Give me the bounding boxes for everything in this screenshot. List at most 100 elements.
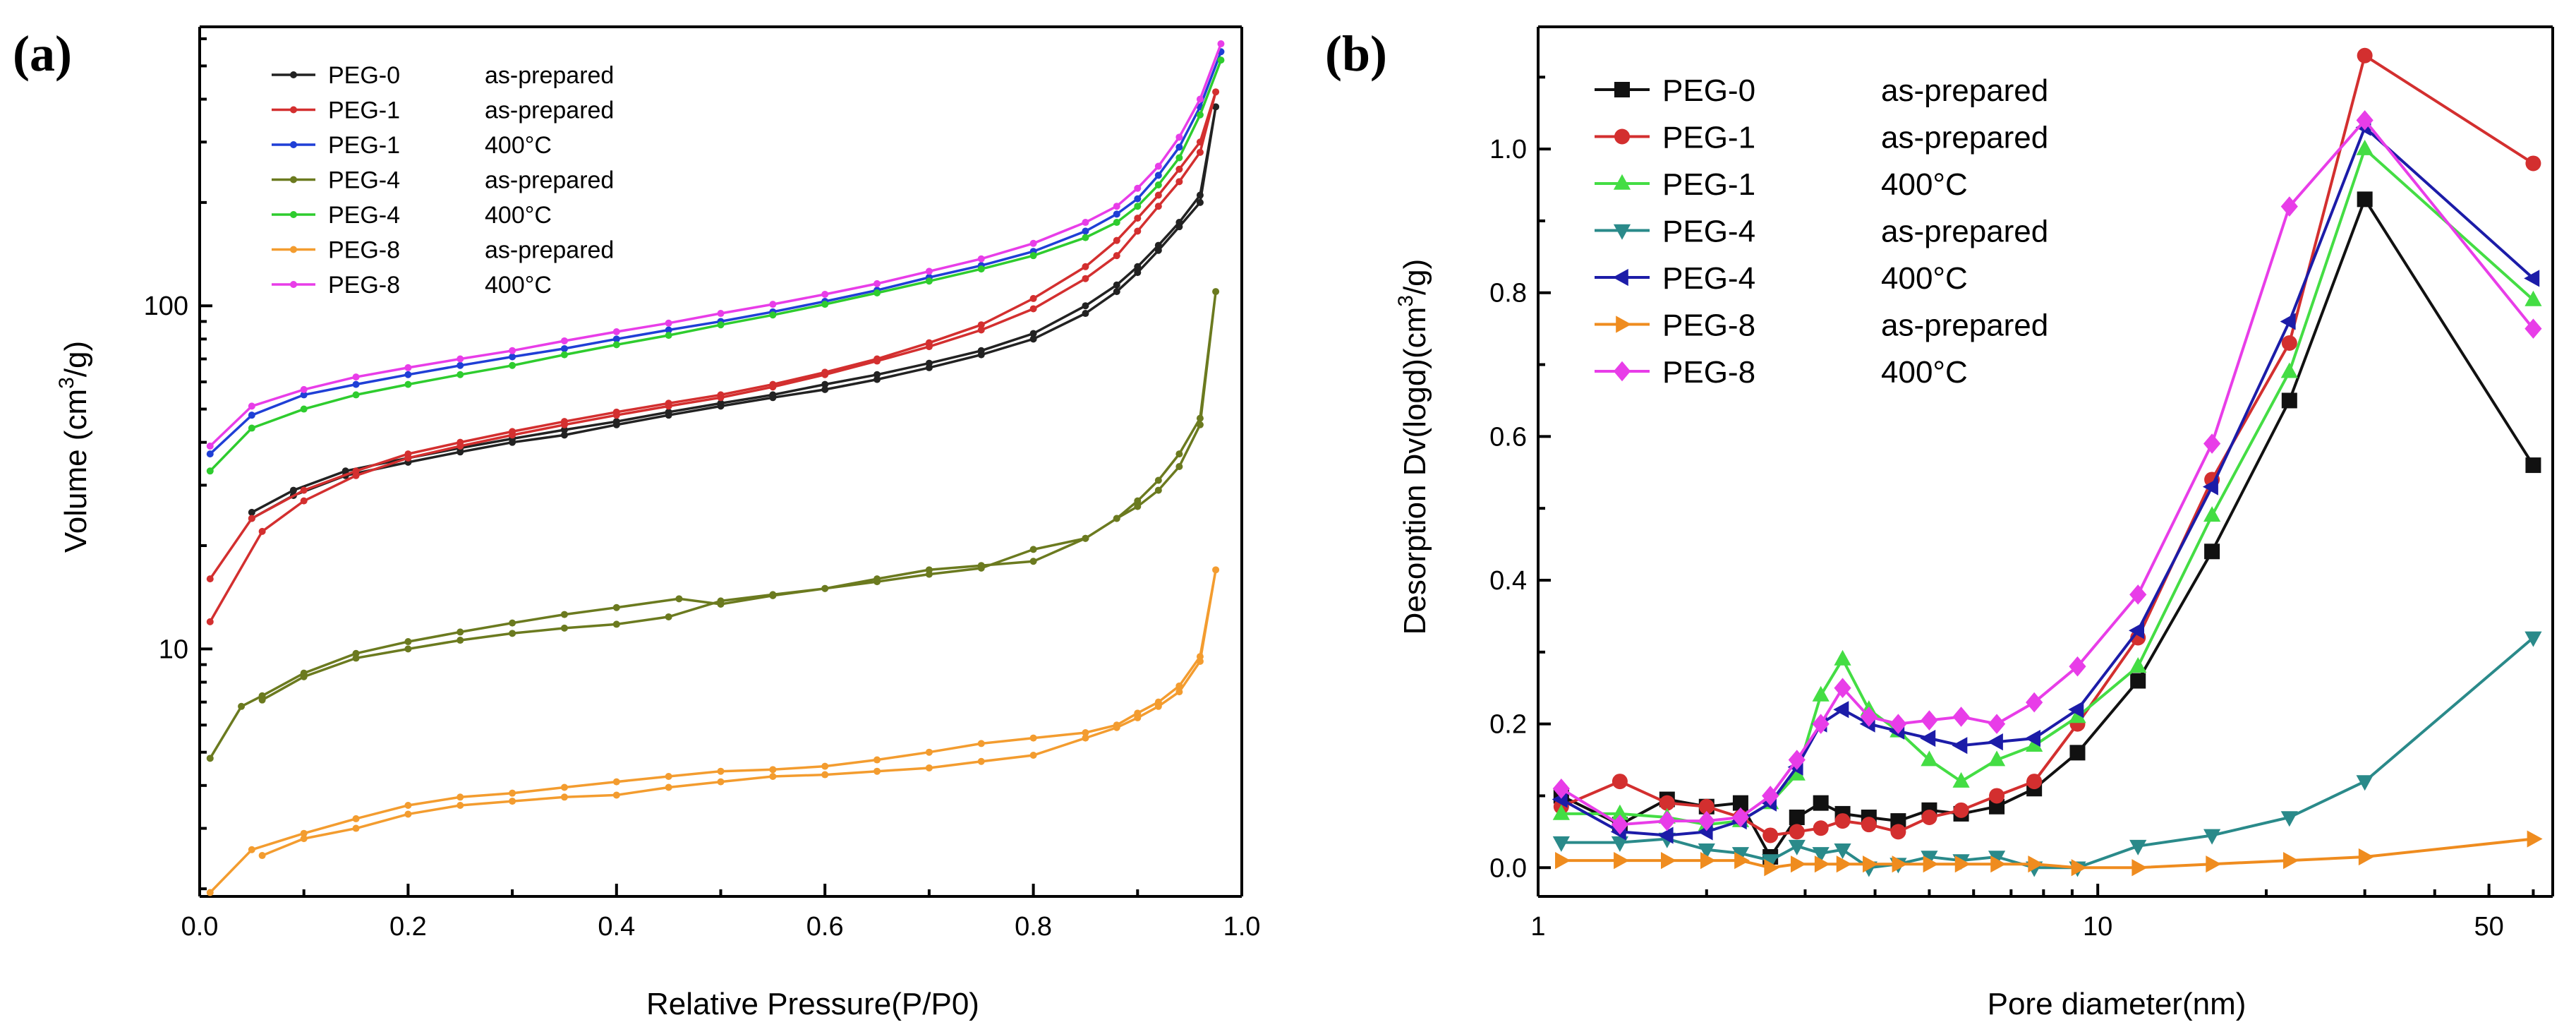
panel-b-data-point <box>1921 810 1937 825</box>
panel-a-label: (a) <box>13 25 72 82</box>
panel-a-data-point <box>769 383 777 391</box>
panel-b-data-point <box>2524 318 2542 339</box>
panel-a-series-peg-8-6 <box>206 566 1220 896</box>
panel-a-data-point <box>665 332 672 340</box>
panel-b-legend-condition: 400°C <box>1881 261 1968 296</box>
panel-a-data-point <box>352 380 360 388</box>
panel-a-data-point <box>1082 275 1089 282</box>
panel-a-data-point <box>1082 263 1089 270</box>
panel-b-data-point <box>1762 786 1779 806</box>
panel-a-data-point <box>612 620 620 628</box>
panel-a-data-point <box>404 380 412 388</box>
panel-a-data-point <box>248 412 255 419</box>
panel-b-data-point <box>2524 631 2542 647</box>
panel-a-data-point <box>665 319 672 327</box>
panel-a-legend-condition: 400°C <box>485 272 552 299</box>
panel-a-data-point <box>456 637 464 644</box>
panel-a-data-point <box>352 654 360 662</box>
panel-a-data-point <box>665 412 672 419</box>
panel-b-data-point <box>2203 506 2221 522</box>
panel-a-data-point <box>1196 414 1204 422</box>
panel-a-data-point <box>977 265 985 273</box>
panel-a-legend-marker <box>290 71 297 78</box>
panel-b-legend-marker <box>1614 128 1630 145</box>
panel-a-data-point <box>1134 497 1142 505</box>
panel-a-data-point <box>1175 223 1183 231</box>
panel-a-data-point <box>258 527 266 535</box>
panel-a-data-point <box>509 431 516 439</box>
panel-a-data-point <box>300 829 308 837</box>
panel-a-data-point <box>1175 154 1183 162</box>
panel-b-data-point <box>1890 813 1906 829</box>
panel-a-data-point <box>873 289 881 297</box>
panel-a-data-point <box>1175 688 1183 696</box>
panel-a-series-peg-8-7 <box>206 40 1225 450</box>
panel-a-legend-marker <box>290 246 297 253</box>
panel-a-data-point <box>1154 162 1162 170</box>
panel-b-data-point <box>1920 729 1936 747</box>
panel-a-series-line <box>209 291 1217 759</box>
panel-a-data-point <box>248 508 255 516</box>
panel-a-data-point <box>560 624 568 632</box>
panel-a-data-point <box>1029 335 1037 343</box>
panel-b-data-point <box>1921 851 1938 867</box>
panel-b-legend-marker <box>1616 316 1632 333</box>
panel-a-data-point <box>404 454 412 462</box>
panel-b-data-point <box>2204 543 2220 560</box>
panel-a-data-point <box>1113 219 1120 227</box>
panel-b-data-point <box>1812 714 1830 734</box>
panel-b-data-point <box>1952 707 1970 727</box>
panel-a-data-point <box>873 357 881 365</box>
panel-a-data-point <box>665 402 672 410</box>
panel-b-data-point <box>1813 795 1829 811</box>
panel-b-legend-name: PEG-8 <box>1662 355 1755 390</box>
panel-a-legend-condition: 400°C <box>485 202 552 229</box>
panel-a-data-point <box>456 802 464 810</box>
panel-a-legend-condition: as-prepared <box>485 97 614 124</box>
panel-b: 1 10 50 0.0 0.2 0.4 0.6 0.8 1.0 PEG-0 as-prepared P… <box>1489 25 2554 942</box>
panel-a-data-point <box>300 497 308 505</box>
panel-a-data-point <box>925 364 933 371</box>
panel-b-data-point <box>2131 859 2148 877</box>
panel-b-label: (b) <box>1325 25 1387 82</box>
panel-a-data-point <box>1196 138 1204 146</box>
panel-a-data-point <box>456 443 464 450</box>
panel-b-data-point <box>1659 795 1675 811</box>
panel-b-data-point <box>1611 836 1629 852</box>
panel-b-data-point <box>1988 750 2006 767</box>
panel-b-data-point <box>2281 392 2297 409</box>
panel-a-data-point <box>1154 476 1162 484</box>
panel-b-data-point <box>1834 813 1851 829</box>
panel-b-data-point <box>2026 774 2043 790</box>
panel-a-data-point <box>1154 203 1162 210</box>
panel-a-data-point <box>300 385 308 393</box>
panel-b-data-point <box>1923 855 1939 873</box>
panel-b-data-point <box>2130 673 2146 689</box>
panel-b-x-axis-label: Pore diameter(nm) <box>1988 987 2247 1021</box>
panel-b-data-point <box>1863 855 1879 873</box>
panel-a-data-point <box>248 424 255 432</box>
panel-b-data-point <box>2356 139 2374 155</box>
panel-b-data-point <box>2071 859 2087 877</box>
panel-b-legend-marker <box>1613 174 1631 190</box>
panel-b-data-point <box>1658 810 1676 831</box>
panel-b-legend-condition: as-prepared <box>1881 308 2048 342</box>
panel-b-data-point <box>2024 729 2040 747</box>
panel-a-data-point <box>456 361 464 369</box>
panel-a-data-point <box>456 628 464 636</box>
panel-a-data-point <box>769 394 777 402</box>
panel-a-data-point <box>821 290 829 298</box>
panel-b-data-point <box>1834 843 1851 860</box>
panel-a-data-point <box>977 255 985 263</box>
panel-a-data-point <box>1175 178 1183 186</box>
panel-a-data-point <box>509 630 516 637</box>
panel-a-x-tick-label: 0.4 <box>598 912 635 942</box>
panel-b-legend-name: PEG-4 <box>1662 261 1755 296</box>
panel-b-data-point <box>1988 851 2006 867</box>
panel-b-data-point <box>2203 829 2221 845</box>
panel-a-data-point <box>1154 702 1162 710</box>
panel-b-data-point <box>2129 656 2147 673</box>
panel-a-series-peg-0-1 <box>248 103 1220 522</box>
panel-b-data-point <box>1698 810 1715 831</box>
panel-a-data-point <box>1082 234 1089 241</box>
